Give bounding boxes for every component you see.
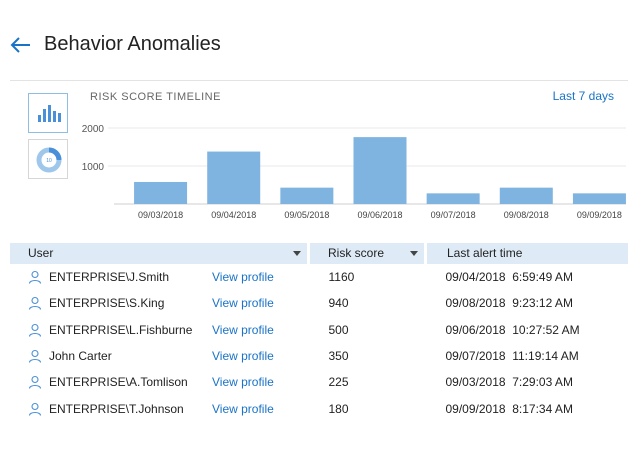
risk-score-value: 180: [328, 401, 349, 416]
risk-score-value: 350: [328, 349, 349, 364]
bar[interactable]: [426, 193, 480, 204]
x-tick-label: 09/05/2018: [284, 210, 329, 220]
column-header-risk-score[interactable]: Risk score: [307, 243, 426, 264]
donut-chart-toggle[interactable]: 10: [28, 139, 68, 179]
bar[interactable]: [572, 193, 626, 204]
user-cell: ENTERPRISE\J.Smith View profile: [10, 264, 309, 290]
table-row[interactable]: John Carter View profile 350 09/07/2018 11:…: [10, 343, 628, 369]
chevron-down-icon[interactable]: [293, 251, 301, 256]
y-tick-label: 1000: [82, 162, 105, 173]
column-header-label: User: [28, 246, 54, 260]
view-profile-link[interactable]: View profile: [212, 322, 274, 337]
x-tick-label: 09/06/2018: [357, 210, 402, 220]
bar[interactable]: [353, 137, 407, 204]
user-name: ENTERPRISE\J.Smith: [49, 270, 170, 285]
last-alert-time-value: 09/06/2018 10:27:52 AM: [445, 322, 580, 337]
user-icon: [28, 376, 42, 390]
user-icon: [28, 402, 42, 416]
risk-score-value: 1160: [328, 270, 355, 285]
user-cell: ENTERPRISE\L.Fishburne View profile: [10, 317, 309, 343]
user-icon: [28, 297, 42, 311]
table-row[interactable]: ENTERPRISE\T.Johnson View profile 180 09/09…: [10, 395, 628, 421]
last-alert-time-value: 09/08/2018 9:23:12 AM: [445, 296, 573, 311]
donut-center-label: 10: [46, 158, 52, 164]
user-cell: ENTERPRISE\S.King View profile: [10, 290, 309, 316]
last-alert-time-value: 09/04/2018 6:59:49 AM: [445, 270, 573, 285]
column-header-last-alert-time[interactable]: Last alert time: [424, 243, 628, 264]
chevron-down-icon[interactable]: [410, 251, 418, 256]
bar-chart-icon: [38, 105, 61, 122]
bar[interactable]: [499, 187, 553, 204]
user-icon: [28, 271, 42, 284]
table-header-row: User Risk score Last alert time: [10, 243, 628, 264]
back-arrow-icon[interactable]: [8, 32, 34, 58]
header-divider: [10, 80, 628, 81]
view-profile-link[interactable]: View profile: [212, 401, 274, 416]
bar[interactable]: [134, 181, 188, 204]
user-icon: [28, 323, 42, 337]
table-row[interactable]: ENTERPRISE\J.Smith View profile 1160 09/04/…: [10, 264, 628, 290]
risk-score-value: 500: [328, 322, 349, 337]
last-alert-time-value: 09/07/2018 11:19:14 AM: [445, 349, 579, 364]
user-cell: John Carter View profile: [10, 343, 309, 369]
user-cell: ENTERPRISE\A.Tomlison View profile: [10, 369, 309, 395]
user-name: ENTERPRISE\S.King: [49, 296, 165, 311]
risk-score-value: 940: [328, 296, 349, 311]
user-name: ENTERPRISE\T.Johnson: [49, 401, 184, 416]
column-header-user[interactable]: User: [10, 243, 309, 264]
user-name: ENTERPRISE\A.Tomlison: [49, 375, 188, 390]
x-tick-label: 09/08/2018: [504, 210, 549, 220]
page-header: Behavior Anomalies: [0, 0, 640, 80]
y-tick-label: 2000: [82, 124, 105, 135]
chart-title: RISK SCORE TIMELINE: [90, 91, 221, 103]
column-header-label: Risk score: [328, 246, 385, 260]
x-tick-label: 09/09/2018: [577, 210, 622, 220]
view-profile-link[interactable]: View profile: [212, 270, 274, 285]
user-name: John Carter: [49, 349, 112, 364]
user-icon: [28, 349, 42, 363]
view-profile-link[interactable]: View profile: [212, 349, 274, 364]
bar[interactable]: [280, 187, 334, 204]
user-name: ENTERPRISE\L.Fishburne: [49, 322, 193, 337]
view-profile-link[interactable]: View profile: [212, 375, 274, 390]
bar-chart-toggle[interactable]: [28, 93, 68, 133]
page-title: Behavior Anomalies: [44, 33, 221, 55]
table-row[interactable]: ENTERPRISE\A.Tomlison View profile 225 09/0…: [10, 369, 628, 395]
bar[interactable]: [207, 151, 261, 204]
column-header-label: Last alert time: [447, 246, 523, 260]
x-tick-label: 09/03/2018: [138, 210, 183, 220]
table-row[interactable]: ENTERPRISE\S.King View profile 940 09/08/20…: [10, 290, 628, 316]
x-tick-label: 09/04/2018: [211, 210, 256, 220]
risk-score-value: 225: [328, 375, 349, 390]
anomalies-table: User Risk score Last alert time ENTERPRI…: [10, 243, 628, 422]
last-alert-time-value: 09/09/2018 8:17:34 AM: [445, 401, 573, 416]
table-row[interactable]: ENTERPRISE\L.Fishburne View profile 500 09/…: [10, 317, 628, 343]
last-alert-time-value: 09/03/2018 7:29:03 AM: [445, 375, 573, 390]
view-profile-link[interactable]: View profile: [212, 296, 274, 311]
user-cell: ENTERPRISE\T.Johnson View profile: [10, 395, 309, 421]
x-tick-label: 09/07/2018: [431, 210, 476, 220]
risk-score-bar-chart: 1000 2000 09/03/2018 09/04/2018 09/05/2018 09…: [82, 124, 626, 220]
time-range-link[interactable]: Last 7 days: [552, 89, 614, 103]
donut-chart-icon: 10: [36, 147, 62, 173]
